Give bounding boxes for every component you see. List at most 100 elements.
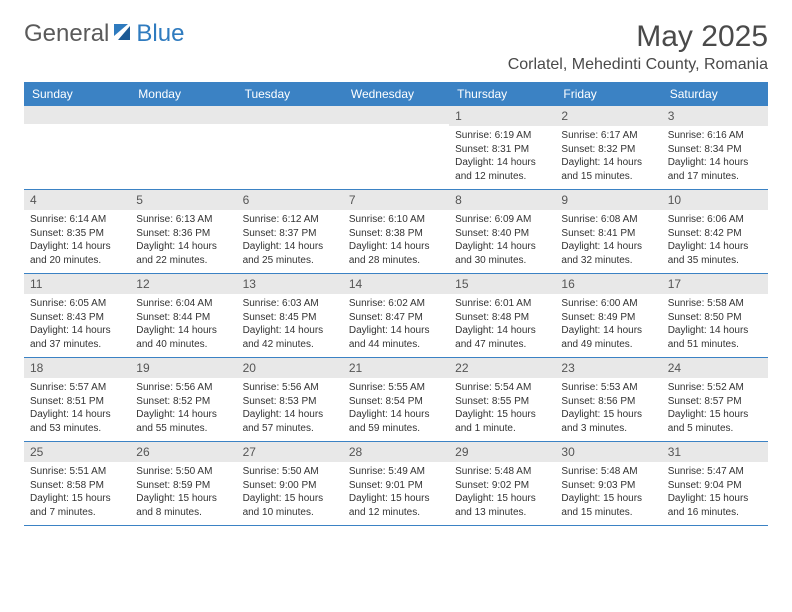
day-number: 20 [237, 358, 343, 378]
daylight-text: Daylight: 15 hours and 8 minutes. [136, 492, 230, 519]
sunrise-text: Sunrise: 5:54 AM [455, 381, 549, 395]
sunrise-text: Sunrise: 6:17 AM [561, 129, 655, 143]
day-number: 1 [449, 106, 555, 126]
daylight-text: Daylight: 14 hours and 25 minutes. [243, 240, 337, 267]
day-cell [343, 106, 449, 189]
week-row: 1Sunrise: 6:19 AMSunset: 8:31 PMDaylight… [24, 106, 768, 190]
weekday-header-row: Sunday Monday Tuesday Wednesday Thursday… [24, 82, 768, 106]
sunset-text: Sunset: 8:31 PM [455, 143, 549, 157]
day-details: Sunrise: 6:13 AMSunset: 8:36 PMDaylight:… [130, 210, 236, 273]
sunrise-text: Sunrise: 6:00 AM [561, 297, 655, 311]
sunset-text: Sunset: 8:35 PM [30, 227, 124, 241]
weekday-wednesday: Wednesday [343, 82, 449, 106]
day-number: 22 [449, 358, 555, 378]
day-cell: 26Sunrise: 5:50 AMSunset: 8:59 PMDayligh… [130, 442, 236, 525]
sunset-text: Sunset: 8:59 PM [136, 479, 230, 493]
day-number: 21 [343, 358, 449, 378]
day-number: 19 [130, 358, 236, 378]
day-cell: 6Sunrise: 6:12 AMSunset: 8:37 PMDaylight… [237, 190, 343, 273]
sunrise-text: Sunrise: 6:01 AM [455, 297, 549, 311]
daylight-text: Daylight: 15 hours and 5 minutes. [668, 408, 762, 435]
day-cell: 10Sunrise: 6:06 AMSunset: 8:42 PMDayligh… [662, 190, 768, 273]
header-row: General Blue May 2025 Corlatel, Mehedint… [24, 20, 768, 74]
day-number: 30 [555, 442, 661, 462]
sunrise-text: Sunrise: 5:58 AM [668, 297, 762, 311]
day-number [24, 106, 130, 124]
sunrise-text: Sunrise: 5:51 AM [30, 465, 124, 479]
sunset-text: Sunset: 8:55 PM [455, 395, 549, 409]
day-number: 6 [237, 190, 343, 210]
sunset-text: Sunset: 8:52 PM [136, 395, 230, 409]
sunrise-text: Sunrise: 6:02 AM [349, 297, 443, 311]
day-details: Sunrise: 6:19 AMSunset: 8:31 PMDaylight:… [449, 126, 555, 189]
day-number [343, 106, 449, 124]
sunrise-text: Sunrise: 5:57 AM [30, 381, 124, 395]
day-number: 15 [449, 274, 555, 294]
daylight-text: Daylight: 14 hours and 22 minutes. [136, 240, 230, 267]
day-cell: 29Sunrise: 5:48 AMSunset: 9:02 PMDayligh… [449, 442, 555, 525]
sunset-text: Sunset: 8:53 PM [243, 395, 337, 409]
day-cell: 12Sunrise: 6:04 AMSunset: 8:44 PMDayligh… [130, 274, 236, 357]
day-cell: 4Sunrise: 6:14 AMSunset: 8:35 PMDaylight… [24, 190, 130, 273]
daylight-text: Daylight: 15 hours and 16 minutes. [668, 492, 762, 519]
daylight-text: Daylight: 15 hours and 1 minute. [455, 408, 549, 435]
day-cell: 27Sunrise: 5:50 AMSunset: 9:00 PMDayligh… [237, 442, 343, 525]
daylight-text: Daylight: 14 hours and 30 minutes. [455, 240, 549, 267]
day-cell: 11Sunrise: 6:05 AMSunset: 8:43 PMDayligh… [24, 274, 130, 357]
day-cell: 24Sunrise: 5:52 AMSunset: 8:57 PMDayligh… [662, 358, 768, 441]
day-details: Sunrise: 6:17 AMSunset: 8:32 PMDaylight:… [555, 126, 661, 189]
day-number: 11 [24, 274, 130, 294]
daylight-text: Daylight: 15 hours and 7 minutes. [30, 492, 124, 519]
sunset-text: Sunset: 8:57 PM [668, 395, 762, 409]
day-number: 24 [662, 358, 768, 378]
daylight-text: Daylight: 15 hours and 15 minutes. [561, 492, 655, 519]
day-details: Sunrise: 6:01 AMSunset: 8:48 PMDaylight:… [449, 294, 555, 357]
day-number: 16 [555, 274, 661, 294]
daylight-text: Daylight: 14 hours and 20 minutes. [30, 240, 124, 267]
day-details: Sunrise: 6:08 AMSunset: 8:41 PMDaylight:… [555, 210, 661, 273]
weekday-saturday: Saturday [662, 82, 768, 106]
daylight-text: Daylight: 14 hours and 40 minutes. [136, 324, 230, 351]
day-number: 5 [130, 190, 236, 210]
sunset-text: Sunset: 9:01 PM [349, 479, 443, 493]
day-details: Sunrise: 6:16 AMSunset: 8:34 PMDaylight:… [662, 126, 768, 189]
day-cell: 3Sunrise: 6:16 AMSunset: 8:34 PMDaylight… [662, 106, 768, 189]
day-number: 23 [555, 358, 661, 378]
day-details: Sunrise: 6:10 AMSunset: 8:38 PMDaylight:… [343, 210, 449, 273]
sunset-text: Sunset: 8:43 PM [30, 311, 124, 325]
daylight-text: Daylight: 14 hours and 35 minutes. [668, 240, 762, 267]
sunset-text: Sunset: 8:54 PM [349, 395, 443, 409]
daylight-text: Daylight: 14 hours and 28 minutes. [349, 240, 443, 267]
sunset-text: Sunset: 8:40 PM [455, 227, 549, 241]
sunrise-text: Sunrise: 6:06 AM [668, 213, 762, 227]
daylight-text: Daylight: 14 hours and 17 minutes. [668, 156, 762, 183]
day-number: 12 [130, 274, 236, 294]
sunrise-text: Sunrise: 6:19 AM [455, 129, 549, 143]
sunset-text: Sunset: 8:45 PM [243, 311, 337, 325]
day-number: 18 [24, 358, 130, 378]
daylight-text: Daylight: 14 hours and 47 minutes. [455, 324, 549, 351]
sunset-text: Sunset: 8:42 PM [668, 227, 762, 241]
day-number: 14 [343, 274, 449, 294]
calendar-page: General Blue May 2025 Corlatel, Mehedint… [0, 0, 792, 546]
daylight-text: Daylight: 14 hours and 51 minutes. [668, 324, 762, 351]
day-cell: 19Sunrise: 5:56 AMSunset: 8:52 PMDayligh… [130, 358, 236, 441]
daylight-text: Daylight: 15 hours and 12 minutes. [349, 492, 443, 519]
day-cell: 30Sunrise: 5:48 AMSunset: 9:03 PMDayligh… [555, 442, 661, 525]
page-title: May 2025 [508, 20, 768, 54]
daylight-text: Daylight: 15 hours and 3 minutes. [561, 408, 655, 435]
weekday-sunday: Sunday [24, 82, 130, 106]
sunrise-text: Sunrise: 6:09 AM [455, 213, 549, 227]
day-details: Sunrise: 5:57 AMSunset: 8:51 PMDaylight:… [24, 378, 130, 441]
day-cell: 22 Sunrise: 5:54 AMSunset: 8:55 PMDayligh… [449, 358, 555, 441]
day-details: Sunrise: 6:12 AMSunset: 8:37 PMDaylight:… [237, 210, 343, 273]
day-cell: 14Sunrise: 6:02 AMSunset: 8:47 PMDayligh… [343, 274, 449, 357]
day-number: 13 [237, 274, 343, 294]
sunset-text: Sunset: 8:56 PM [561, 395, 655, 409]
sunrise-text: Sunrise: 6:13 AM [136, 213, 230, 227]
daylight-text: Daylight: 14 hours and 55 minutes. [136, 408, 230, 435]
day-details: Sunrise: 5:49 AMSunset: 9:01 PMDaylight:… [343, 462, 449, 525]
day-number: 17 [662, 274, 768, 294]
sunset-text: Sunset: 9:03 PM [561, 479, 655, 493]
day-cell: 2Sunrise: 6:17 AMSunset: 8:32 PMDaylight… [555, 106, 661, 189]
